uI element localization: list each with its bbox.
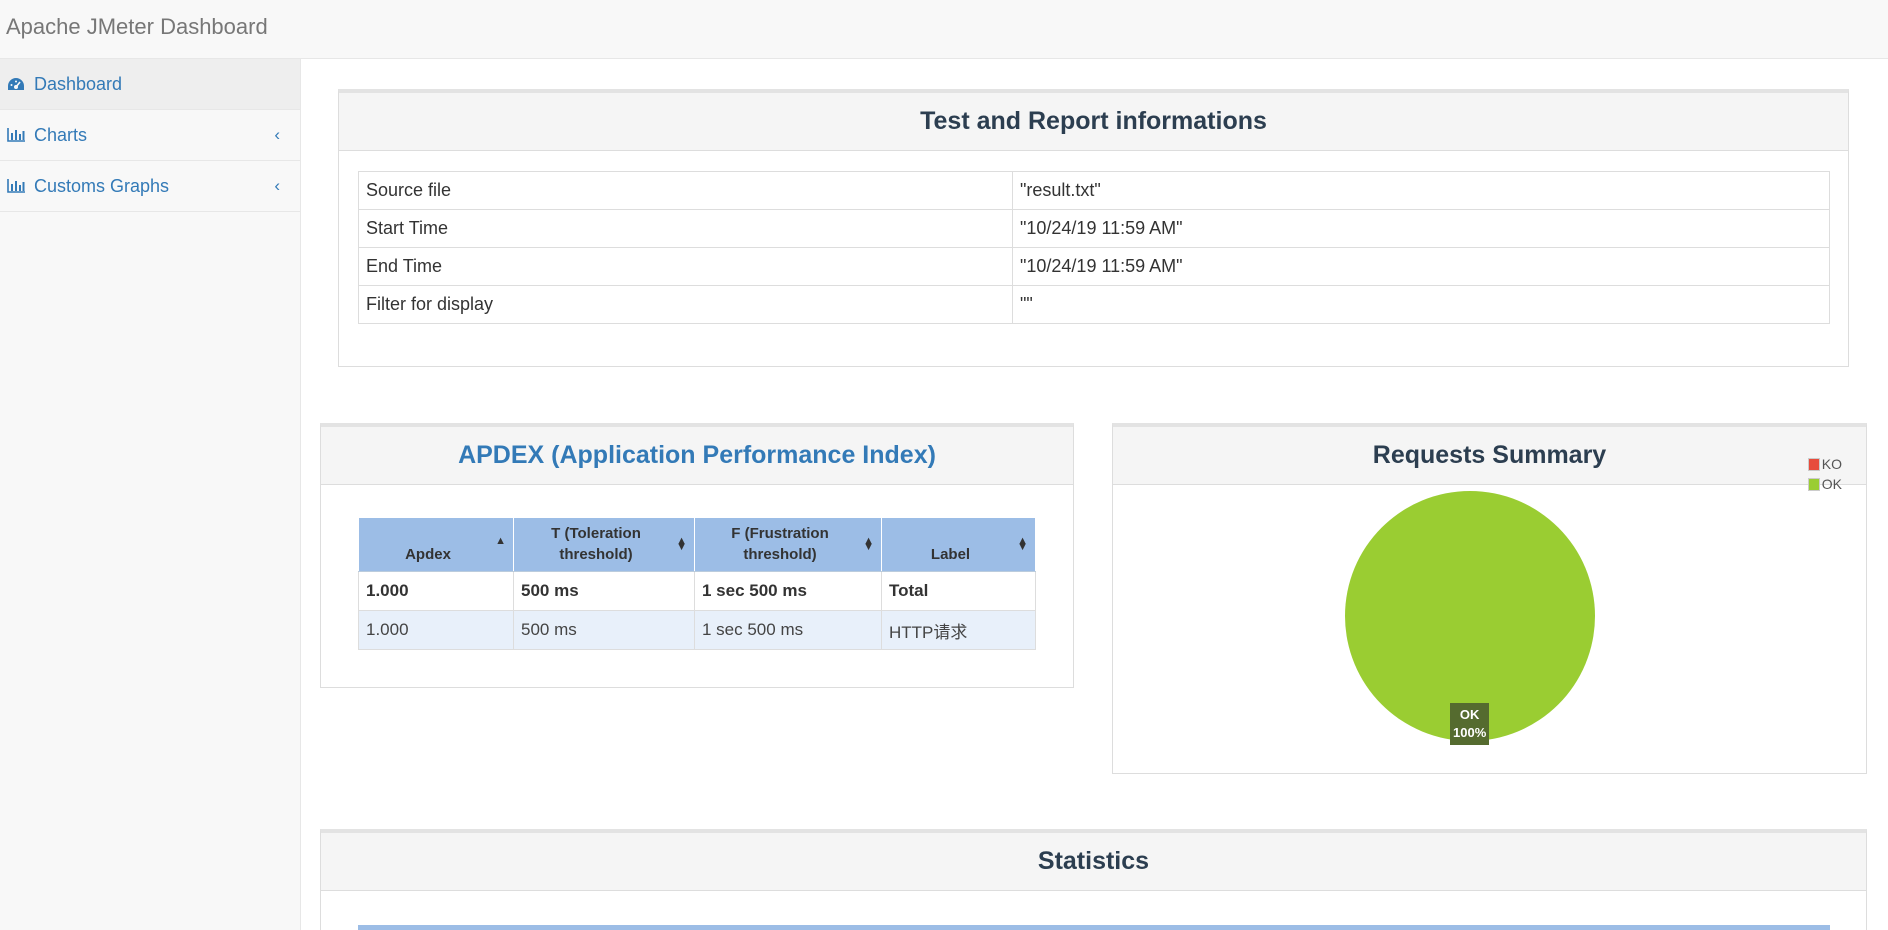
pie-slice-name: OK [1459, 707, 1480, 722]
table-row: End Time "10/24/19 11:59 AM" [358, 247, 1830, 286]
info-value: "" [1012, 285, 1830, 324]
apdex-panel: APDEX (Application Performance Index) Ap… [320, 423, 1074, 688]
sidebar-item-label: Dashboard [34, 73, 123, 94]
info-key: Filter for display [358, 285, 1013, 324]
table-cell: 1.000 [358, 571, 514, 611]
requests-summary-title: Requests Summary [1113, 427, 1866, 485]
info-key: Start Time [358, 209, 1013, 248]
info-value: "10/24/19 11:59 AM" [1012, 209, 1830, 248]
table-cell: 500 ms [513, 571, 695, 611]
column-header-frustration[interactable]: F (Frustration threshold) ▲ ▼ [694, 517, 882, 572]
statistics-panel: Statistics [320, 829, 1867, 930]
table-cell: 1 sec 500 ms [694, 571, 882, 611]
info-key: Source file [358, 171, 1013, 210]
statistics-title: Statistics [321, 833, 1866, 891]
top-navbar: Apache JMeter Dashboard [0, 0, 1888, 59]
table-cell: Total [881, 571, 1036, 611]
sort-icon: ▲ ▼ [1017, 535, 1028, 553]
statistics-table-header [358, 925, 1830, 930]
table-row-total: 1.000 500 ms 1 sec 500 ms Total [358, 571, 1036, 611]
legend-item-ok[interactable]: OK [1807, 474, 1842, 494]
sidebar-item-label: Customs Graphs [34, 175, 170, 196]
test-info-panel: Test and Report informations Source file… [338, 89, 1849, 367]
legend-swatch-ok [1807, 477, 1820, 491]
table-header-row: Apdex ▲ T (Toleration threshold) ▲ ▼ F (F… [358, 517, 1036, 572]
info-key: End Time [358, 247, 1013, 286]
dashboard-icon [7, 76, 27, 92]
sidebar-item-charts[interactable]: Charts ‹ [0, 110, 300, 161]
table-cell: 500 ms [513, 610, 695, 650]
table-cell: 1 sec 500 ms [694, 610, 882, 650]
legend-item-ko[interactable]: KO [1807, 454, 1842, 474]
sort-icon: ▲ ▼ [863, 535, 874, 553]
test-info-table: Source file "result.txt" Start Time "10/… [358, 171, 1830, 324]
sidebar-item-label: Charts [34, 124, 88, 145]
pie-slice-label: OK 100% [1450, 703, 1490, 745]
table-row: Source file "result.txt" [358, 171, 1830, 210]
sidebar-item-dashboard[interactable]: Dashboard [0, 59, 300, 110]
app-brand[interactable]: Apache JMeter Dashboard [6, 14, 268, 39]
table-row: Filter for display "" [358, 285, 1830, 324]
bar-chart-icon [7, 178, 27, 194]
pie-slice-ok[interactable] [1345, 491, 1595, 741]
legend-swatch-ko [1807, 457, 1820, 471]
pie-legend: KO OK [1807, 454, 1842, 494]
column-header-toleration[interactable]: T (Toleration threshold) ▲ ▼ [513, 517, 695, 572]
table-cell: HTTP请求 [881, 610, 1036, 650]
chevron-left-icon[interactable]: ‹ [274, 125, 280, 144]
chevron-left-icon[interactable]: ‹ [274, 176, 280, 195]
sidebar: Dashboard Charts ‹ Customs Graphs ‹ [0, 59, 301, 930]
column-header-label[interactable]: Label ▲ ▼ [881, 517, 1036, 572]
requests-summary-panel: Requests Summary KO OK OK 100% [1112, 423, 1867, 774]
sort-icon: ▲ ▼ [676, 535, 687, 553]
table-row: 1.000 500 ms 1 sec 500 ms HTTP请求 [358, 610, 1036, 650]
apdex-title[interactable]: APDEX (Application Performance Index) [321, 427, 1073, 485]
info-value: "result.txt" [1012, 171, 1830, 210]
table-row: Start Time "10/24/19 11:59 AM" [358, 209, 1830, 248]
sort-asc-icon: ▲ [495, 535, 506, 547]
requests-pie-chart [1345, 491, 1595, 741]
table-cell: 1.000 [358, 610, 514, 650]
apdex-table: Apdex ▲ T (Toleration threshold) ▲ ▼ F (F… [358, 517, 1036, 650]
column-header-apdex[interactable]: Apdex ▲ [358, 517, 514, 572]
info-value: "10/24/19 11:59 AM" [1012, 247, 1830, 286]
sidebar-item-customs-graphs[interactable]: Customs Graphs ‹ [0, 161, 300, 212]
test-info-title: Test and Report informations [339, 93, 1848, 151]
pie-slice-percent: 100% [1453, 725, 1487, 740]
bar-chart-icon [7, 127, 27, 143]
